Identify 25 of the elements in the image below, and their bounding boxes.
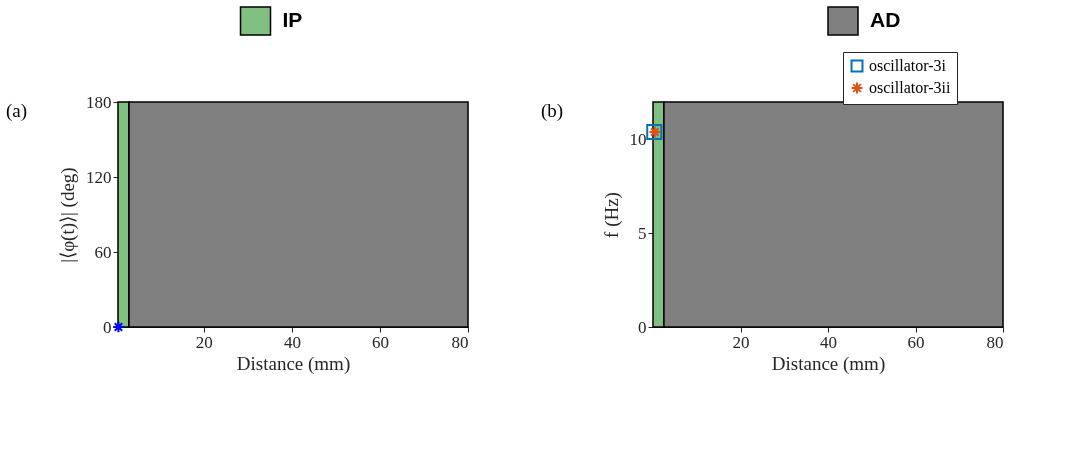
y-tick-label: 5: [638, 223, 647, 243]
legend-label: oscillator-3ii: [869, 79, 951, 96]
x-tick-label: 20: [732, 332, 750, 352]
y-axis-title: f (Hz): [600, 192, 623, 238]
x-axis-title: Distance (mm): [771, 352, 886, 375]
text: (b): [541, 100, 564, 122]
x-tick-label: 20: [195, 332, 213, 352]
y-tick-label: 0: [638, 317, 647, 337]
x-axis-title: Distance (mm): [236, 352, 351, 375]
x-tick-label: 80: [986, 332, 1004, 352]
y-tick-label: 0: [103, 317, 112, 337]
x-tick-label: 60: [371, 332, 389, 352]
y-tick-label: 10: [629, 130, 647, 149]
y-tick-label: 180: [86, 92, 112, 112]
legend-label: IP: [282, 8, 303, 31]
x-tick-label: 40: [283, 332, 301, 352]
x-tick-label: 60: [907, 332, 925, 352]
x-tick-label: 80: [451, 332, 469, 352]
y-axis-title: |⟨φ(t)⟩| (deg): [57, 167, 79, 263]
text: (a): [6, 100, 28, 122]
y-tick-label: 120: [86, 167, 112, 187]
x-tick-label: 40: [820, 332, 837, 352]
legend-label: oscillator-3i: [869, 57, 947, 74]
legend-label: AD: [870, 8, 901, 31]
y-tick-label: 60: [94, 242, 112, 262]
